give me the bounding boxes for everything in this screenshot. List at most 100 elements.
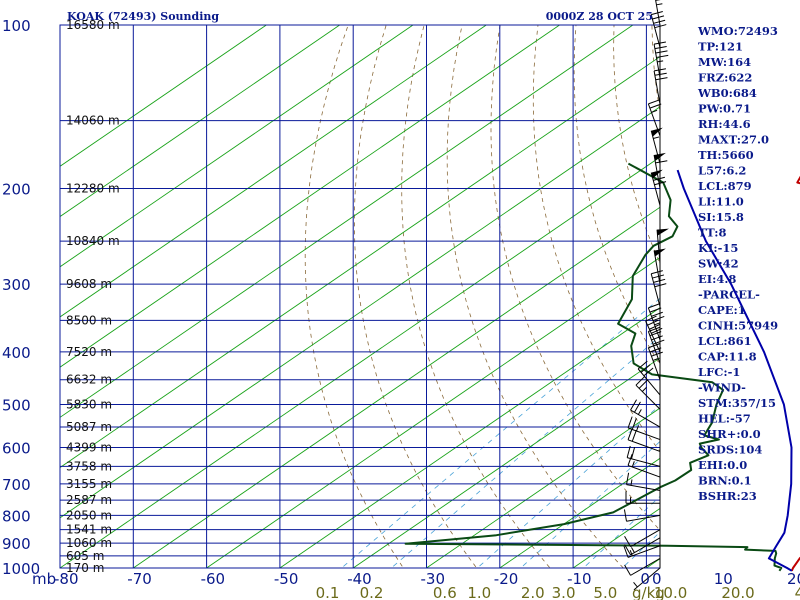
sounding-index: EI:4.8	[698, 272, 736, 286]
sounding-index: SW:42	[698, 257, 739, 271]
height-label: 8500 m	[66, 313, 112, 327]
height-label: 170 m	[66, 561, 104, 575]
isotherm	[425, 407, 660, 568]
height-label: 2587 m	[66, 493, 112, 507]
isotherm	[776, 0, 800, 579]
sounding-index: WB0:684	[697, 86, 757, 100]
wind-barb	[655, 0, 663, 26]
isotherm	[352, 357, 660, 568]
sounding-index: TT:8	[698, 226, 727, 240]
sounding-index: MW:164	[698, 55, 751, 69]
sounding-index: -PARCEL-	[698, 288, 760, 302]
height-label: 12280 m	[66, 181, 120, 195]
sounding-index: FRZ:622	[698, 71, 752, 85]
wind-barbs	[623, 0, 669, 591]
temperature-tick-label: 20	[787, 570, 800, 588]
sounding-index: LI:11.0	[698, 195, 744, 209]
dry-adiabat	[490, 25, 660, 531]
sounding-index: -WIND-	[698, 381, 746, 395]
height-label: 9608 m	[66, 277, 112, 291]
pressure-label: 1000	[2, 560, 40, 578]
dry-adiabat	[446, 25, 624, 568]
wind-barb	[650, 169, 667, 206]
axis-corner-label: 0	[652, 570, 662, 588]
isotherm	[60, 106, 660, 519]
wind-barb	[630, 399, 661, 428]
wind-barb	[647, 303, 665, 340]
height-label: 6632 m	[66, 373, 112, 387]
sounding-index: MAXT:27.0	[698, 133, 769, 147]
height-label: 7520 m	[66, 345, 112, 359]
pressure-label: 100	[2, 17, 31, 35]
wind-barb	[653, 41, 669, 78]
dry-adiabat	[763, 0, 800, 579]
wind-barb	[624, 557, 661, 576]
mixing-ratio-label: 20.0	[721, 584, 754, 600]
wind-barb	[653, 68, 668, 105]
isotherm	[60, 56, 660, 469]
plot-area	[60, 0, 800, 579]
mixing-ratio-label: 2.0	[521, 584, 545, 600]
sounding-index: SHR+:0.0	[698, 427, 761, 441]
height-label: 605 m	[66, 549, 104, 563]
plot-frame	[59, 24, 661, 569]
station-title: KOAK (72493) Sounding	[67, 10, 219, 23]
wind-barb	[647, 343, 663, 380]
wind-barb	[624, 537, 661, 556]
temperature-tick-label: -70	[127, 570, 152, 588]
temperature-tick-label: -80	[54, 570, 79, 588]
isotherm	[279, 307, 660, 568]
wind-barb	[623, 509, 661, 522]
pressure-label: 500	[2, 397, 31, 415]
sounding-index: LCL:861	[698, 334, 752, 348]
isotherm	[499, 457, 660, 568]
sounding-index: BRN:0.1	[698, 474, 752, 488]
data-series	[404, 162, 800, 572]
wind-barb	[627, 428, 661, 452]
height-label: 2050 m	[66, 508, 112, 522]
height-label: 1541 m	[66, 523, 112, 537]
wind-barb	[635, 376, 661, 410]
wind-barb	[627, 453, 661, 478]
temperature-tick-label: -40	[347, 570, 372, 588]
temperature-tick-label: -10	[567, 570, 592, 588]
sounding-index: L57:6.2	[698, 164, 746, 178]
pressure-unit-label: mb	[32, 570, 56, 588]
wind-barb	[626, 472, 661, 492]
wind-barb	[626, 445, 661, 467]
observation-time: 0000Z 28 OCT 25	[546, 10, 653, 23]
height-label: 4399 m	[66, 441, 112, 455]
wind-barb	[650, 11, 667, 48]
dewpoint-profile	[404, 162, 783, 572]
sounding-index: CINH:57949	[698, 319, 778, 333]
sounding-index: EHI:0.0	[698, 458, 747, 472]
sounding-index: PW:0.71	[698, 102, 751, 116]
wind-barb	[653, 248, 666, 285]
height-label: 1060 m	[66, 536, 112, 550]
sounding-index: LCL:879	[698, 179, 752, 193]
pressure-label: 300	[2, 276, 31, 294]
isotherm	[60, 25, 414, 268]
pressure-label: 900	[2, 535, 31, 553]
isotherm	[60, 156, 660, 568]
temperature-tick-label: 10	[714, 570, 733, 588]
height-label: 16580 m	[66, 18, 120, 32]
mixing-ratio-line	[582, 495, 660, 568]
sounding-index: SRDS:104	[698, 443, 762, 457]
pressure-label: 400	[2, 344, 31, 362]
mixing-ratio-label: 5.0	[593, 584, 617, 600]
wind-barb	[633, 567, 661, 591]
height-label: 10840 m	[66, 234, 120, 248]
height-label: 5830 m	[66, 398, 112, 412]
wind-barb	[627, 416, 661, 441]
wind-barb	[645, 315, 663, 353]
isotherm	[132, 206, 660, 568]
height-label: 3758 m	[66, 459, 112, 473]
pressure-label: 200	[2, 180, 31, 198]
sounding-index: SI:15.8	[698, 210, 744, 224]
isotherm	[205, 256, 660, 568]
wind-barb	[623, 545, 661, 558]
isotherm	[60, 25, 634, 418]
temperature-tick-label: -50	[274, 570, 299, 588]
